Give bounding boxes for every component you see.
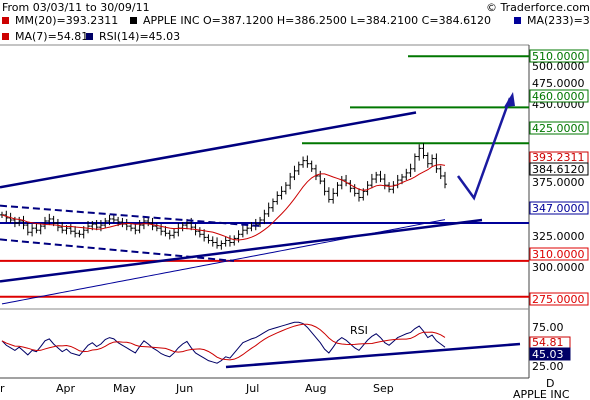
legend: MM(20)=393.2311 APPLE INC O=387.1200 H=3… — [2, 14, 590, 43]
legend-swatch-rsi — [86, 33, 93, 40]
projection-arrowhead — [504, 92, 515, 107]
y-tick-375: 375.0000 — [532, 176, 585, 189]
projection-arrow — [456, 97, 512, 201]
level-460: 460.0000 — [529, 89, 589, 103]
level-510: 510.0000 — [529, 49, 589, 63]
date-range: From 03/03/11 to 30/09/11 — [2, 1, 150, 14]
copyright: © Traderforce.com — [486, 1, 590, 14]
rsi-tick-25: 25.00 — [532, 360, 564, 373]
rsi-layer — [1, 321, 521, 369]
legend-swatch-ma20 — [2, 17, 9, 24]
level-460-label: 460.0000 — [532, 90, 585, 103]
x-tick-sep: Sep — [373, 382, 394, 395]
ma20-box-label: 393.2311 — [532, 151, 585, 164]
y-tick-300: 300.0000 — [532, 261, 585, 274]
dashed-lower-wedge — [0, 238, 235, 262]
legend-price: APPLE INC O=387.1200 H=386.2500 L=384.21… — [143, 14, 491, 27]
last-price-label: 384.6120 — [532, 163, 585, 176]
rsi-value-label: 45.03 — [532, 348, 564, 361]
rsi-value-box: 45.03 — [529, 347, 571, 361]
level-347: 347.0000 — [529, 201, 589, 215]
ma20-line — [1, 164, 446, 241]
level-347-label: 347.0000 — [532, 202, 585, 215]
y-tick-475: 475.0000 — [532, 77, 585, 90]
y-tick-500: 500.0000 — [532, 60, 585, 73]
rsi-ma7-label: 54.81 — [532, 336, 564, 349]
last-price-box: 384.6120 — [529, 162, 589, 176]
upper-channel-line — [0, 111, 417, 189]
rsi-line — [1, 321, 446, 364]
legend-ma7: MA(7)=54.81 — [15, 30, 88, 43]
level-310-label: 310.0000 — [532, 248, 585, 261]
level-425-label: 425.0000 — [532, 122, 585, 135]
level-275: 275.0000 — [529, 292, 589, 306]
x-tick-jun: Jun — [175, 382, 193, 395]
y-tick-325: 325.0000 — [532, 230, 585, 243]
legend-swatch-ma7 — [2, 33, 9, 40]
x-tick-may: May — [113, 382, 136, 395]
level-510-label: 510.0000 — [532, 50, 585, 63]
price-layer — [0, 55, 529, 305]
instrument-label: APPLE INC — [513, 388, 570, 400]
x-tick-jul: Jul — [245, 382, 259, 395]
level-310: 310.0000 — [529, 247, 589, 261]
legend-ma233: MA(233)=34 — [527, 14, 590, 27]
legend-swatch-ma233 — [514, 17, 521, 24]
lower-channel-line — [0, 218, 483, 283]
rsi-panel-label: RSI — [350, 324, 368, 337]
level-275-label: 275.0000 — [532, 293, 585, 306]
period-label: D — [546, 377, 554, 390]
legend-swatch-price — [130, 17, 137, 24]
x-tick-apr: Apr — [56, 382, 76, 395]
rsi-ma7-line — [1, 323, 446, 361]
x-tick-mar: r — [0, 382, 5, 395]
level-425: 425.0000 — [529, 121, 589, 135]
x-tick-aug: Aug — [305, 382, 326, 395]
rsi-trend-line — [225, 342, 521, 369]
rsi-tick-75: 75.00 — [532, 321, 564, 334]
legend-ma20: MM(20)=393.2311 — [15, 14, 118, 27]
legend-rsi: RSI(14)=45.03 — [99, 30, 180, 43]
